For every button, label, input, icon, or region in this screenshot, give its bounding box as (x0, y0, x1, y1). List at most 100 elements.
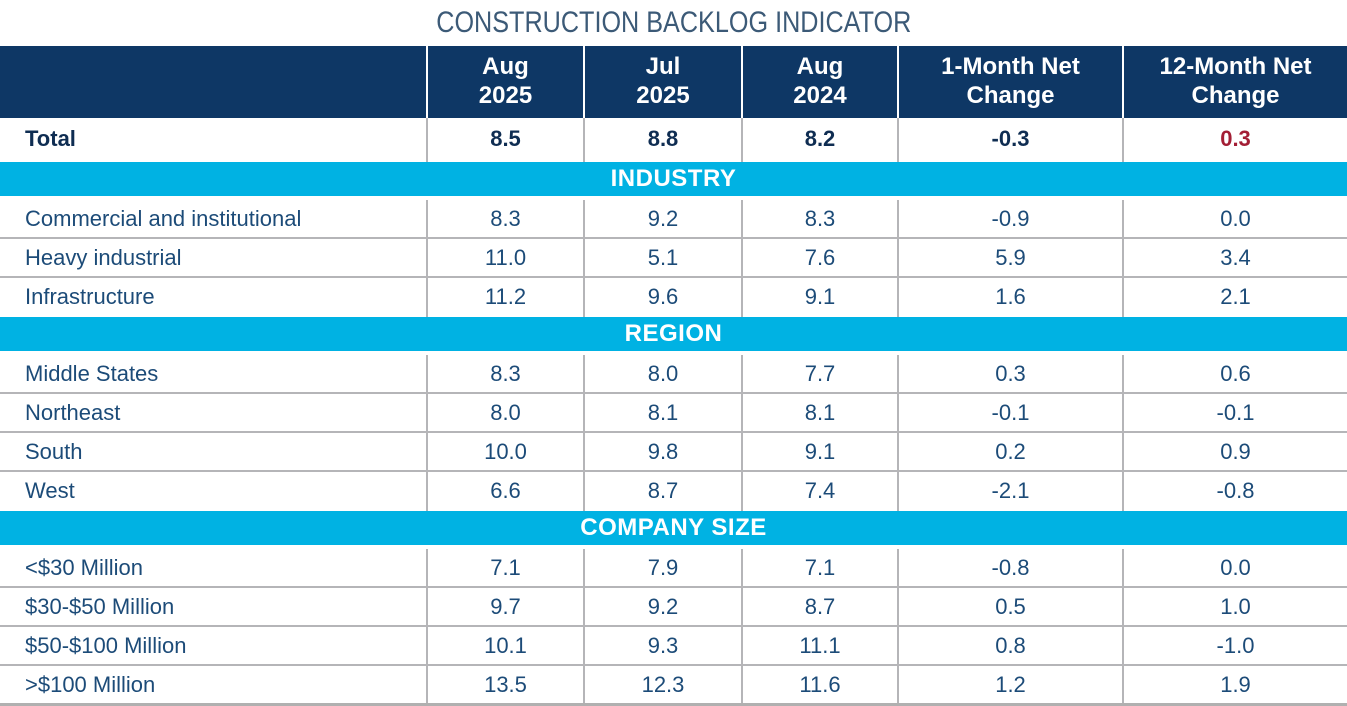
value-cell: 2.1 (1122, 277, 1347, 316)
value-cell: -0.9 (897, 198, 1123, 239)
value-cell: 8.1 (741, 393, 898, 433)
value-cell: 0.3 (897, 353, 1123, 394)
table-row: Middle States 8.3 8.0 7.7 0.3 0.6 (0, 353, 1347, 394)
row-label: <$30 Million (0, 547, 427, 588)
cbi-table: Aug 2025 Jul 2025 Aug 2024 1-Month Net C… (0, 46, 1347, 706)
row-label: South (0, 432, 427, 472)
value-cell: 8.0 (583, 353, 742, 394)
value-cell: 7.7 (741, 353, 898, 394)
value-cell: 0.8 (897, 626, 1123, 666)
value-cell: -0.1 (897, 393, 1123, 433)
row-label: Infrastructure (25, 283, 155, 309)
value-cell: 9.3 (583, 626, 742, 666)
value-cell: 0.6 (1122, 353, 1347, 394)
section-band-label: COMPANY SIZE (0, 509, 1347, 549)
row-label: $30-$50 Million (0, 587, 427, 627)
value-cell: 7.6 (741, 238, 898, 278)
row-label: Middle States (0, 353, 427, 394)
section-band-label: REGION (0, 315, 1347, 355)
value-cell: 0.9 (1122, 432, 1347, 472)
value-cell: 10.1 (426, 626, 584, 666)
value-cell: 9.7 (426, 587, 584, 627)
row-label: $50-$100 Million (0, 626, 427, 666)
value-cell: 1.2 (897, 665, 1123, 706)
value-cell: 9.1 (741, 277, 898, 316)
value-cell: 9.2 (583, 587, 742, 627)
row-label: Heavy industrial (0, 238, 427, 278)
value-cell: 8.2 (741, 118, 898, 161)
col-header-blank (0, 46, 427, 118)
row-label: Commercial and institutional (0, 198, 427, 239)
value-cell: 0.3 (1122, 118, 1347, 161)
row-label: Northeast (0, 393, 427, 433)
table-row: South 10.0 9.8 9.1 0.2 0.9 (0, 432, 1347, 472)
section-band-label: INDUSTRY (0, 160, 1347, 200)
value-cell: -2.1 (897, 471, 1123, 510)
table-row: $30-$50 Million 9.7 9.2 8.7 0.5 1.0 (0, 587, 1347, 627)
value-cell: 8.8 (583, 118, 742, 161)
title-bar: CONSTRUCTION BACKLOG INDICATOR (0, 0, 1347, 46)
value-cell: 8.7 (741, 587, 898, 627)
value-cell: 11.1 (741, 626, 898, 666)
col-header-1-month-net: 1-Month Net Change (897, 46, 1123, 118)
value-cell: 5.1 (583, 238, 742, 278)
value-cell: 0.0 (1122, 198, 1347, 239)
col-header-aug-2025: Aug 2025 (426, 46, 584, 118)
value-cell: 8.0 (426, 393, 584, 433)
value-cell: 7.9 (583, 547, 742, 588)
section-band: INDUSTRY (0, 160, 1347, 200)
value-cell: 9.1 (741, 432, 898, 472)
value-cell: 7.1 (426, 547, 584, 588)
table-row: $50-$100 Million 10.1 9.3 11.1 0.8 -1.0 (0, 626, 1347, 666)
table-row: >$100 Million 13.5 12.3 11.6 1.2 1.9 (0, 665, 1347, 706)
value-cell: 3.4 (1122, 238, 1347, 278)
value-cell: 7.4 (741, 471, 898, 510)
value-cell: 11.0 (426, 238, 584, 278)
value-cell: 11.6 (741, 665, 898, 706)
value-cell: 0.0 (1122, 547, 1347, 588)
row-label: >$100 Million (0, 665, 427, 706)
table-row: West 6.6 8.7 7.4 -2.1 -0.8 (0, 471, 1347, 510)
value-cell: 1.6 (897, 277, 1123, 316)
value-cell: -1.0 (1122, 626, 1347, 666)
value-cell: 13.5 (426, 665, 584, 706)
row-label: West (25, 477, 75, 503)
col-header-jul-2025: Jul 2025 (583, 46, 742, 118)
header-row: Aug 2025 Jul 2025 Aug 2024 1-Month Net C… (0, 46, 1347, 118)
value-cell: 10.0 (426, 432, 584, 472)
page-title: CONSTRUCTION BACKLOG INDICATOR (435, 6, 912, 39)
table-row: <$30 Million 7.1 7.9 7.1 -0.8 0.0 (0, 547, 1347, 588)
value-cell: -0.8 (897, 547, 1123, 588)
total-row: Total 8.5 8.8 8.2 -0.3 0.3 (0, 118, 1347, 161)
value-cell: 9.6 (583, 277, 742, 316)
value-cell: 8.5 (426, 118, 584, 161)
value-cell: 8.3 (426, 353, 584, 394)
value-cell: 8.3 (426, 198, 584, 239)
value-cell: 6.6 (426, 471, 584, 510)
value-cell: 5.9 (897, 238, 1123, 278)
value-cell: 9.8 (583, 432, 742, 472)
value-cell: 1.0 (1122, 587, 1347, 627)
value-cell: 0.2 (897, 432, 1123, 472)
value-cell: 8.3 (741, 198, 898, 239)
table-row: Heavy industrial 11.0 5.1 7.6 5.9 3.4 (0, 238, 1347, 278)
value-cell: 1.9 (1122, 665, 1347, 706)
value-cell: 7.1 (741, 547, 898, 588)
col-header-aug-2024: Aug 2024 (741, 46, 898, 118)
value-cell: 9.2 (583, 198, 742, 239)
value-cell: 8.1 (583, 393, 742, 433)
col-header-12-month-net: 12-Month Net Change (1122, 46, 1347, 118)
value-cell: 12.3 (583, 665, 742, 706)
value-cell: -0.8 (1122, 471, 1347, 510)
value-cell: -0.1 (1122, 393, 1347, 433)
value-cell: 11.2 (426, 277, 584, 316)
value-cell: 8.7 (583, 471, 742, 510)
table-header: Aug 2025 Jul 2025 Aug 2024 1-Month Net C… (0, 46, 1347, 118)
section-band: COMPANY SIZE (0, 509, 1347, 549)
table-row: Commercial and institutional 8.3 9.2 8.3 -0.… (0, 198, 1347, 239)
table-row: Northeast 8.0 8.1 8.1 -0.1 -0.1 (0, 393, 1347, 433)
section-band: REGION (0, 315, 1347, 355)
table-body: Total 8.5 8.8 8.2 -0.3 0.3 INDUSTRY Commercial … (0, 118, 1347, 706)
table-row: Infrastructure 11.2 9.6 9.1 1.6 2.1 (0, 277, 1347, 316)
